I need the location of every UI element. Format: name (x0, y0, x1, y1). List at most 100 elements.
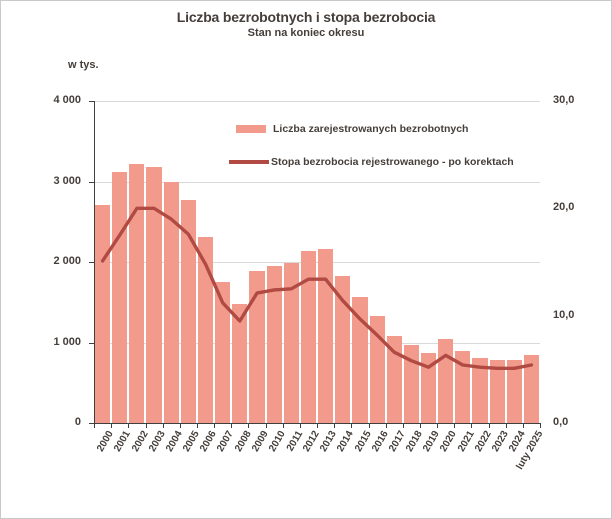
x-axis-category-label: 2003 (146, 429, 168, 454)
x-axis-category-label: 2007 (215, 429, 237, 454)
bar-slot (420, 101, 437, 423)
bar (197, 237, 214, 423)
bar (180, 199, 196, 423)
bar (403, 345, 419, 423)
x-axis-category-label: 2024 (507, 429, 528, 454)
chart-title: Liczba bezrobotnych i stopa bezrobocia (176, 9, 436, 25)
bar (523, 354, 540, 423)
bars-layer (94, 101, 540, 423)
x-axis-tick (94, 424, 95, 428)
x-axis-tick (437, 424, 439, 428)
bar (249, 270, 265, 423)
x-axis-tick (471, 424, 473, 428)
bar-slot (163, 101, 180, 423)
bar-slot (231, 101, 248, 423)
bar-slot (471, 101, 488, 423)
x-axis-tick (145, 424, 147, 428)
x-axis-tick (334, 424, 336, 428)
bar-slot (317, 101, 334, 423)
bar (266, 265, 282, 423)
bar (386, 335, 402, 423)
gridlines (94, 101, 540, 423)
x-axis-tick (351, 424, 353, 428)
bar (489, 359, 505, 423)
bar-series-swatch-icon (236, 125, 266, 133)
bar (112, 172, 128, 423)
bar (335, 276, 351, 423)
line-series-swatch-icon (229, 160, 269, 164)
bar (215, 282, 231, 423)
x-axis-category-label: 2009 (249, 429, 271, 454)
bar (232, 304, 248, 423)
x-axis-category-label: 2010 (266, 429, 288, 454)
x-axis-category-label: 2020 (438, 429, 460, 454)
bar (472, 357, 488, 423)
bar-slot (283, 101, 300, 423)
bar (506, 359, 522, 423)
bar-slot (266, 101, 283, 423)
chart-subtitle: Stan na koniec okresu (247, 27, 365, 39)
bar-slot (506, 101, 523, 423)
bar-slot (145, 101, 162, 423)
bar (300, 251, 317, 423)
bar-slot (94, 101, 111, 423)
bar (369, 315, 385, 423)
x-axis-tick (196, 424, 198, 428)
y-axis-right-tick-label: 0,0 (553, 416, 569, 428)
x-axis-tick (368, 424, 370, 428)
bar-slot (197, 101, 214, 423)
x-axis-category-label: 2017 (387, 429, 408, 454)
y-axis-right-tick-label: 10,0 (553, 308, 575, 321)
legend: Liczba zarejestrowanych bezrobotnych Sto… (229, 123, 514, 168)
bar-slot (351, 101, 368, 423)
bar (318, 249, 334, 423)
x-axis-category-label: 2012 (301, 429, 322, 454)
x-axis-tick (317, 424, 318, 428)
bar-slot (128, 101, 145, 423)
rate-line (100, 206, 534, 370)
gridline (94, 342, 540, 344)
x-axis-category-label: 2019 (421, 429, 443, 454)
bar-slot (180, 101, 197, 423)
bar-slot (369, 101, 386, 423)
x-axis-tick (162, 424, 164, 428)
legend-item-line: Stopa bezrobocia rejestrowanego - po kor… (229, 156, 514, 168)
x-axis-tick (282, 424, 284, 428)
x-axis-category-label: 2008 (232, 429, 254, 454)
x-axis-tick (540, 424, 541, 428)
bar (129, 164, 145, 423)
x-axis-tick (111, 424, 113, 428)
x-axis-tick (248, 424, 250, 428)
bar (146, 167, 162, 423)
x-axis-category-label: 2004 (164, 429, 185, 454)
rate-line-layer (100, 206, 534, 370)
x-axis-category-label: 2006 (198, 429, 220, 454)
bar (455, 351, 471, 423)
x-axis-tick (385, 424, 387, 428)
bar-slot (523, 101, 540, 423)
x-axis-tick (505, 424, 507, 428)
y-axis-right-tick-label: 30,0 (553, 94, 575, 106)
x-axis-tick (128, 424, 130, 428)
legend-label-bars: Liczba zarejestrowanych bezrobotnych (273, 123, 469, 135)
x-axis-category-label: 2002 (129, 429, 151, 454)
bar-slot (386, 101, 403, 423)
bar-slot (111, 101, 128, 423)
x-axis-tick (214, 424, 216, 428)
x-axis-category-label: 2005 (181, 429, 202, 454)
legend-label-line: Stopa bezrobocia rejestrowanego - po kor… (271, 156, 514, 168)
x-axis-category-label: luty 2025 (514, 429, 545, 472)
x-axis-category-label: 2015 (352, 429, 374, 454)
left-axis-unit-label: w tys. (68, 59, 99, 71)
x-axis-category-label: 2014 (335, 429, 357, 454)
bar-slot (334, 101, 351, 423)
y-axis-left-tick-label: 1 000 (53, 335, 81, 348)
bar-slot (489, 101, 506, 423)
gridline (94, 101, 540, 102)
x-axis-line (94, 423, 541, 424)
x-axis-tick (265, 424, 267, 428)
x-axis-category-label: 2016 (369, 429, 391, 454)
x-axis-category-label: 2023 (489, 429, 511, 454)
x-axis-tick (231, 424, 233, 428)
x-axis-category-label: 2022 (472, 429, 494, 454)
